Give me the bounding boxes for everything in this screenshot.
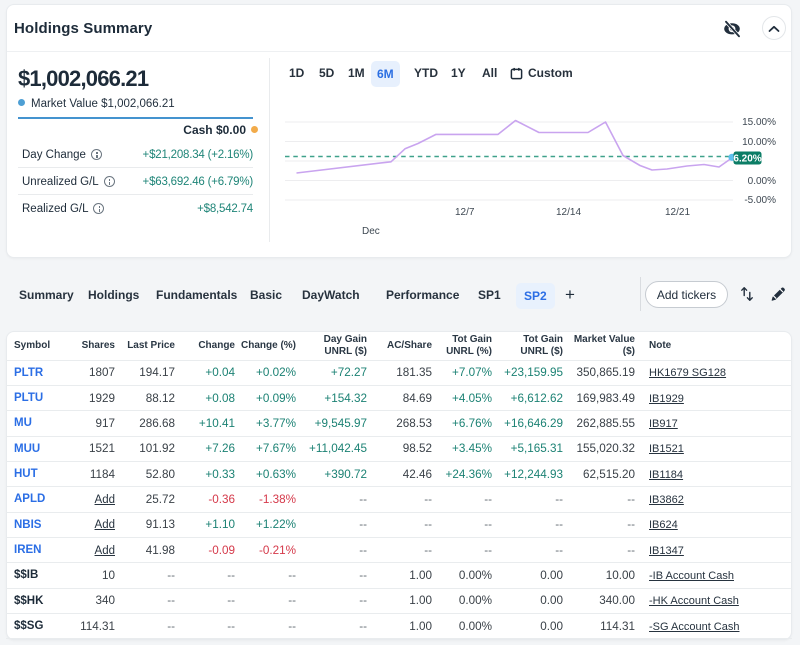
svg-text:6.20%: 6.20%: [733, 154, 761, 165]
